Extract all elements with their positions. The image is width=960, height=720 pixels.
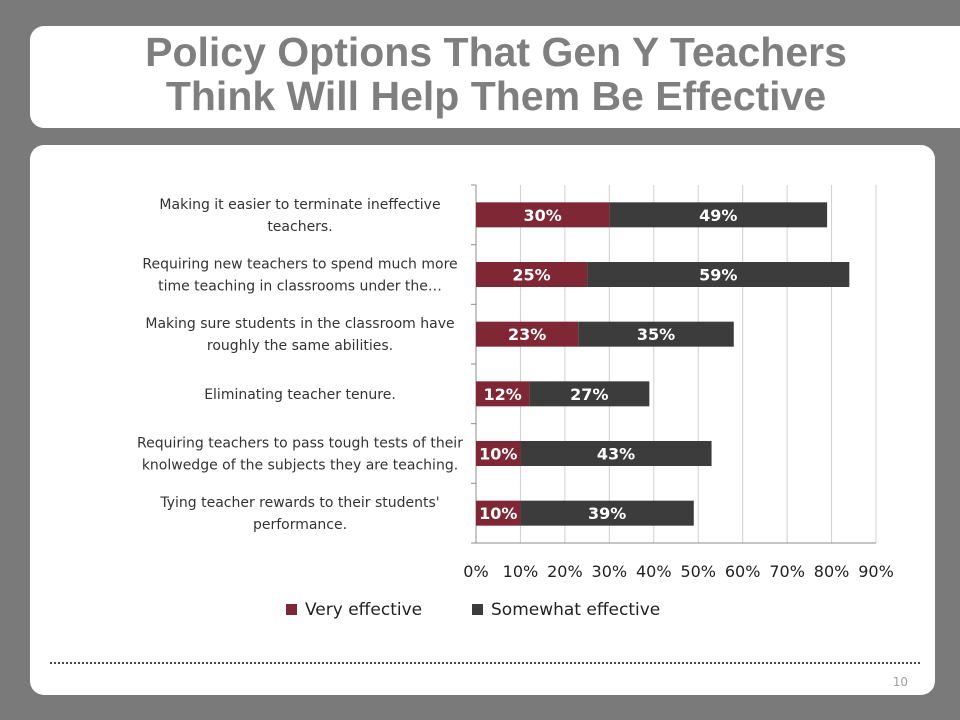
data-label: 25%: [512, 266, 550, 285]
x-tick-label: 30%: [592, 562, 628, 581]
category-label: Making it easier to terminate ineffectiv…: [159, 197, 440, 235]
data-label: 49%: [699, 206, 737, 225]
data-label: 12%: [484, 385, 522, 404]
bar-very-effective: [476, 441, 521, 466]
x-tick-label: 60%: [725, 562, 761, 581]
bar-somewhat-effective: [520, 500, 694, 526]
content-panel: 30% 49% Making it easier to terminate inef…: [30, 145, 935, 695]
legend-very-effective-swatch: [286, 604, 297, 615]
x-tick-label: 20%: [547, 562, 583, 581]
data-label: 23%: [508, 325, 546, 344]
bar-somewhat-effective: [609, 202, 828, 228]
x-tick-label: 40%: [636, 562, 672, 581]
x-tick-label: 70%: [769, 562, 805, 581]
bar-somewhat-effective: [529, 381, 650, 407]
data-label: 10%: [479, 504, 517, 523]
data-label: 59%: [699, 266, 737, 285]
data-label: 27%: [570, 385, 608, 404]
category-label: Requiring new teachers to spend much mor…: [142, 257, 457, 295]
bar-somewhat-effective: [520, 441, 712, 466]
slide-title: Policy Options That Gen Y Teachers Think…: [30, 30, 960, 118]
stacked-bar-chart: 30% 49% Making it easier to terminate inef…: [50, 184, 922, 689]
x-tick-label: 50%: [680, 562, 716, 581]
bar-very-effective: [476, 262, 588, 287]
data-label: 35%: [637, 325, 675, 344]
bar-very-effective: [476, 202, 610, 228]
legend-very-effective-label: Very effective: [305, 600, 422, 620]
x-tick-label: 0%: [463, 562, 488, 581]
bar-somewhat-effective: [578, 321, 734, 347]
title-line-1: Policy Options That Gen Y Teachers: [145, 29, 847, 75]
bar-very-effective: [476, 321, 579, 347]
legend-somewhat-effective-label: Somewhat effective: [491, 600, 660, 620]
category-label: Eliminating teacher tenure.: [204, 387, 396, 403]
data-label: 30%: [524, 206, 562, 225]
bar-somewhat-effective: [587, 262, 850, 287]
data-label: 43%: [597, 445, 635, 464]
title-line-2: Think Will Help Them Be Effective: [165, 73, 827, 119]
x-tick-label: 80%: [814, 562, 850, 581]
bar-very-effective: [476, 500, 521, 526]
page-number: 10: [893, 675, 908, 689]
bar-very-effective: [476, 381, 530, 407]
x-tick-label: 90%: [858, 562, 894, 581]
x-tick-label: 10%: [503, 562, 539, 581]
data-label: 39%: [588, 504, 626, 523]
title-panel: Policy Options That Gen Y Teachers Think…: [30, 26, 960, 128]
category-label: Tying teacher rewards to their students'…: [159, 495, 439, 533]
category-label: Requiring teachers to pass tough tests o…: [137, 436, 463, 474]
category-label: Making sure students in the classroom ha…: [145, 316, 454, 354]
legend-somewhat-effective-swatch: [472, 604, 483, 615]
data-label: 10%: [479, 445, 517, 464]
